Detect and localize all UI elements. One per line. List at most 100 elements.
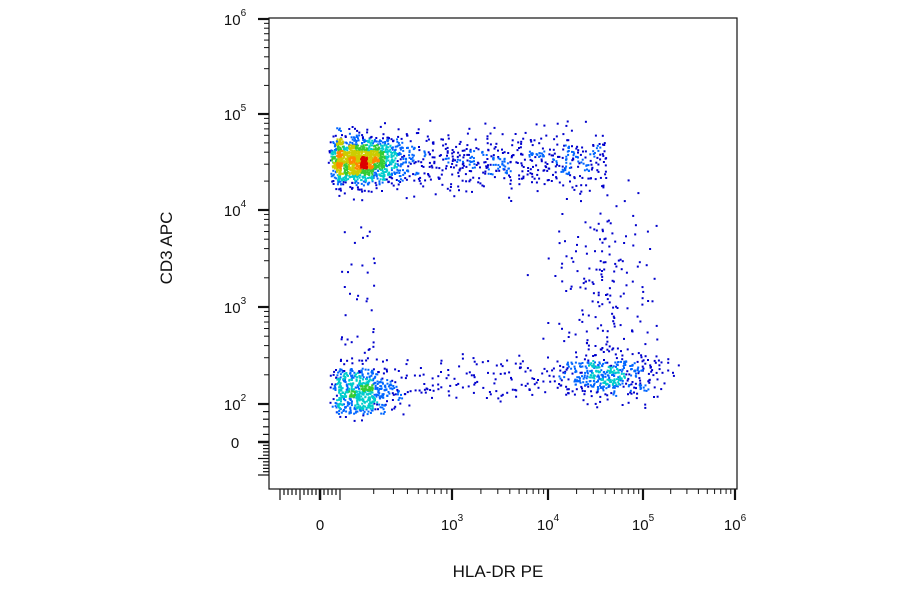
scatter-point	[612, 347, 615, 350]
scatter-point	[654, 361, 657, 364]
scatter-point	[368, 406, 371, 409]
scatter-point	[367, 141, 370, 144]
scatter-point	[372, 174, 375, 177]
scatter-point	[372, 167, 375, 170]
scatter-point	[361, 388, 364, 391]
scatter-point	[393, 153, 396, 156]
scatter-point	[346, 391, 349, 394]
scatter-point	[492, 372, 495, 375]
scatter-point	[438, 167, 441, 170]
scatter-point	[631, 329, 634, 332]
scatter-point	[456, 155, 459, 158]
scatter-point	[572, 151, 575, 154]
scatter-point	[336, 170, 338, 173]
scatter-point	[635, 397, 638, 400]
scatter-point	[397, 135, 400, 138]
scatter-point	[356, 169, 359, 172]
scatter-point	[521, 164, 524, 167]
scatter-point	[334, 144, 337, 147]
scatter-point	[468, 160, 471, 163]
scatter-point	[364, 179, 367, 182]
scatter-point	[571, 372, 574, 375]
scatter-point	[354, 143, 357, 146]
scatter-point	[339, 146, 342, 149]
scatter-point	[584, 371, 587, 374]
scatter-point	[361, 390, 364, 393]
scatter-point	[340, 386, 343, 389]
scatter-point	[534, 156, 537, 159]
scatter-point	[389, 144, 392, 147]
scatter-point	[581, 158, 584, 161]
scatter-point	[592, 144, 595, 146]
scatter-point	[555, 161, 558, 164]
scatter-point	[348, 167, 351, 170]
scatter-point	[611, 312, 614, 315]
scatter-point	[430, 164, 433, 167]
scatter-point	[591, 166, 594, 169]
scatter-point	[515, 161, 518, 164]
scatter-point	[369, 378, 372, 381]
scatter-point	[384, 386, 387, 389]
scatter-point	[336, 166, 339, 169]
scatter-point	[573, 365, 576, 368]
scatter-point	[393, 171, 396, 174]
scatter-point	[413, 195, 416, 198]
scatter-point	[331, 158, 334, 161]
scatter-point	[364, 391, 367, 394]
scatter-point	[355, 152, 358, 155]
scatter-point	[396, 188, 399, 191]
scatter-point	[511, 139, 514, 142]
scatter-point	[365, 151, 368, 154]
scatter-point	[564, 144, 567, 147]
scatter-point	[514, 362, 517, 365]
scatter-point	[427, 174, 430, 177]
scatter-point	[359, 382, 362, 385]
scatter-point	[649, 366, 652, 369]
scatter-point	[353, 371, 356, 374]
scatter-point	[434, 193, 437, 196]
scatter-point	[377, 169, 379, 172]
scatter-point	[366, 384, 369, 387]
scatter-point	[581, 375, 583, 378]
scatter-point	[384, 178, 387, 181]
scatter-point	[387, 159, 390, 162]
scatter-point	[380, 412, 383, 415]
scatter-point	[565, 124, 568, 127]
scatter-point	[636, 369, 639, 372]
scatter-point	[359, 405, 362, 408]
scatter-point	[616, 347, 619, 350]
scatter-point	[366, 388, 368, 391]
scatter-point	[508, 174, 510, 177]
scatter-point	[346, 170, 349, 173]
scatter-point	[370, 155, 373, 158]
scatter-point	[370, 371, 373, 374]
scatter-point	[466, 132, 469, 135]
scatter-point	[590, 395, 593, 398]
scatter-point	[367, 190, 370, 193]
scatter-point	[585, 184, 588, 187]
scatter-point	[599, 384, 601, 387]
scatter-point	[340, 411, 343, 414]
scatter-point	[343, 163, 346, 166]
scatter-point	[457, 175, 460, 178]
scatter-point	[388, 164, 390, 167]
scatter-point	[423, 151, 426, 154]
scatter-point	[442, 158, 445, 161]
scatter-point	[520, 140, 523, 143]
scatter-point	[587, 348, 590, 351]
scatter-point	[382, 408, 385, 411]
scatter-point	[344, 148, 347, 151]
scatter-point	[352, 151, 355, 154]
scatter-point	[644, 384, 647, 387]
scatter-point	[366, 381, 369, 383]
scatter-point	[345, 160, 348, 163]
scatter-point	[609, 369, 612, 372]
scatter-point	[395, 166, 398, 169]
scatter-point	[423, 172, 426, 175]
scatter-point	[643, 389, 646, 392]
scatter-point	[550, 180, 553, 182]
scatter-point	[334, 387, 337, 390]
scatter-point	[448, 394, 451, 397]
scatter-point	[625, 235, 627, 238]
scatter-point	[374, 181, 377, 184]
